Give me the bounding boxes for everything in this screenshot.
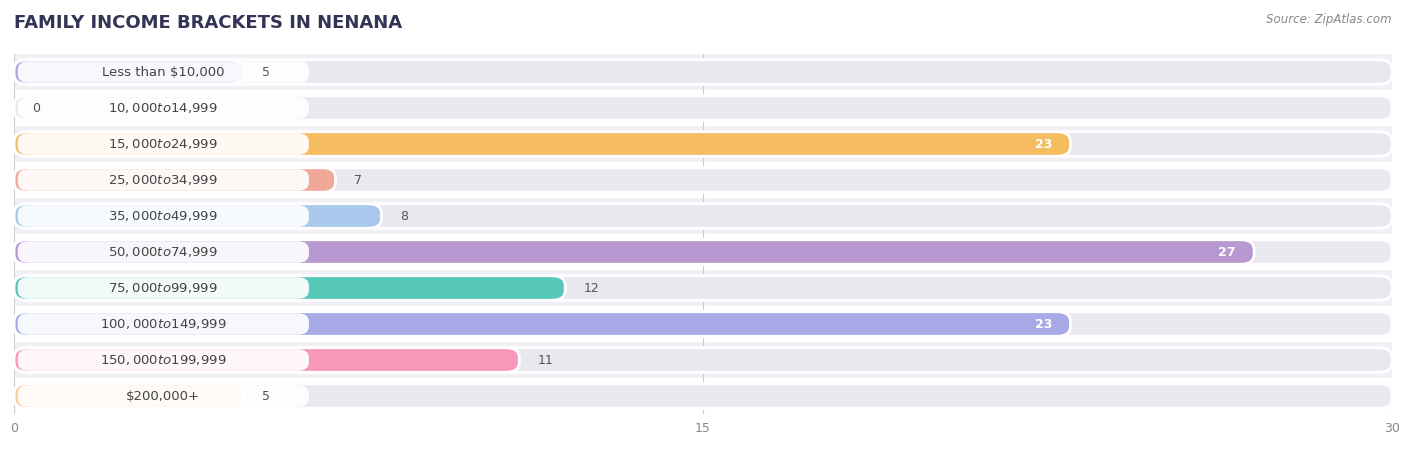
FancyBboxPatch shape [14,60,243,84]
FancyBboxPatch shape [14,276,565,300]
FancyBboxPatch shape [18,169,309,191]
Bar [14,306,1392,342]
FancyBboxPatch shape [18,241,309,263]
Text: 27: 27 [1218,246,1236,258]
Text: Less than $10,000: Less than $10,000 [103,66,225,78]
Bar [14,270,1392,306]
Text: 5: 5 [262,390,270,402]
FancyBboxPatch shape [18,277,309,299]
FancyBboxPatch shape [14,276,1392,300]
Text: 0: 0 [32,102,41,114]
FancyBboxPatch shape [14,348,1392,372]
FancyBboxPatch shape [14,384,1392,408]
Bar [14,378,1392,414]
Bar [14,90,1392,126]
Text: 12: 12 [583,282,599,294]
FancyBboxPatch shape [14,240,1392,264]
Text: 23: 23 [1035,318,1052,330]
FancyBboxPatch shape [14,60,1392,84]
FancyBboxPatch shape [14,348,519,372]
FancyBboxPatch shape [14,132,1392,156]
Text: 23: 23 [1035,138,1052,150]
FancyBboxPatch shape [14,312,1392,336]
FancyBboxPatch shape [14,168,1392,192]
Text: $25,000 to $34,999: $25,000 to $34,999 [108,173,218,187]
FancyBboxPatch shape [14,240,1254,264]
FancyBboxPatch shape [18,97,309,119]
Bar [14,126,1392,162]
Text: 8: 8 [399,210,408,222]
Text: 5: 5 [262,66,270,78]
Bar [14,198,1392,234]
Text: 7: 7 [354,174,361,186]
Bar [14,234,1392,270]
FancyBboxPatch shape [18,385,309,407]
FancyBboxPatch shape [18,313,309,335]
FancyBboxPatch shape [14,96,1392,120]
Text: $75,000 to $99,999: $75,000 to $99,999 [108,281,218,295]
Bar [14,342,1392,378]
Bar [14,54,1392,90]
FancyBboxPatch shape [18,61,309,83]
Bar [14,162,1392,198]
Text: $10,000 to $14,999: $10,000 to $14,999 [108,101,218,115]
FancyBboxPatch shape [18,349,309,371]
Text: $50,000 to $74,999: $50,000 to $74,999 [108,245,218,259]
FancyBboxPatch shape [14,204,381,228]
FancyBboxPatch shape [14,312,1070,336]
FancyBboxPatch shape [18,133,309,155]
Text: $15,000 to $24,999: $15,000 to $24,999 [108,137,218,151]
Text: $35,000 to $49,999: $35,000 to $49,999 [108,209,218,223]
Text: $150,000 to $199,999: $150,000 to $199,999 [100,353,226,367]
Text: 11: 11 [537,354,554,366]
FancyBboxPatch shape [18,205,309,227]
Text: $200,000+: $200,000+ [127,390,200,402]
FancyBboxPatch shape [14,168,336,192]
FancyBboxPatch shape [14,384,243,408]
FancyBboxPatch shape [14,204,1392,228]
Text: FAMILY INCOME BRACKETS IN NENANA: FAMILY INCOME BRACKETS IN NENANA [14,14,402,32]
FancyBboxPatch shape [14,132,1070,156]
Text: $100,000 to $149,999: $100,000 to $149,999 [100,317,226,331]
Text: Source: ZipAtlas.com: Source: ZipAtlas.com [1267,14,1392,27]
